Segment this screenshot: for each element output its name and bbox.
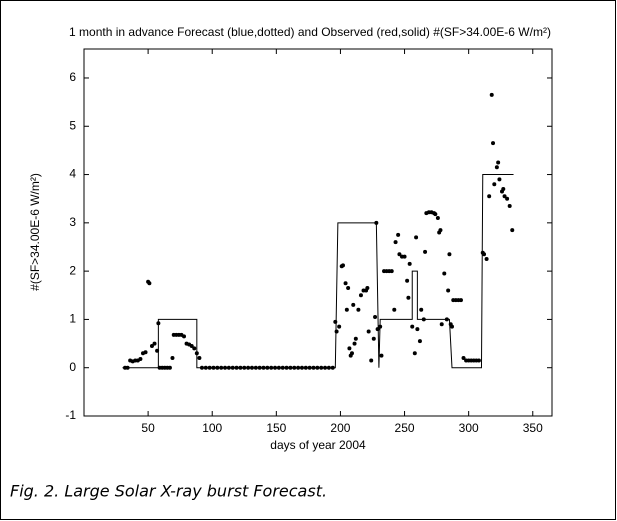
forecast-dot — [412, 351, 417, 356]
forecast-dot — [341, 263, 346, 268]
forecast-dot — [192, 346, 197, 351]
forecast-dot — [333, 319, 338, 324]
x-tick-label: 300 — [459, 421, 479, 435]
forecast-dot — [496, 160, 501, 165]
forecast-dot — [494, 165, 499, 170]
y-tick-label: 5 — [69, 118, 76, 132]
forecast-dot — [447, 252, 452, 257]
forecast-dot — [461, 356, 466, 361]
forecast-dot — [143, 350, 148, 355]
observed-line — [122, 174, 514, 369]
forecast-dot — [344, 307, 349, 312]
forecast-dot — [435, 216, 440, 221]
forecast-dot — [396, 232, 401, 237]
forecast-dot — [189, 343, 194, 348]
forecast-dot — [491, 141, 496, 146]
forecast-dot — [138, 357, 143, 362]
y-tick-label: 3 — [69, 215, 76, 229]
forecast-dot — [423, 249, 428, 254]
forecast-dot — [405, 278, 410, 283]
forecast-dot — [489, 92, 494, 97]
forecast-dot — [397, 252, 402, 257]
forecast-dot — [147, 281, 152, 286]
forecast-dot — [347, 346, 352, 351]
forecast-dot — [449, 324, 454, 329]
forecast-dot — [484, 257, 489, 262]
y-tick-label: 1 — [69, 312, 76, 326]
y-tick-label: 4 — [69, 167, 76, 181]
forecast-dot — [507, 203, 512, 208]
x-tick-label: 50 — [141, 421, 155, 435]
forecast-dot — [352, 341, 357, 346]
forecast-dot — [439, 322, 444, 327]
forecast-dot — [349, 351, 354, 356]
x-tick-label: 250 — [395, 421, 415, 435]
forecast-dot — [167, 365, 172, 370]
plot-frame — [83, 48, 553, 417]
forecast-dot — [392, 307, 397, 312]
forecast-dot — [492, 182, 497, 187]
forecast-dot — [366, 329, 371, 334]
forecast-dot — [502, 194, 507, 199]
x-tick-label: 200 — [330, 421, 350, 435]
forecast-dot — [149, 343, 154, 348]
forecast-dot — [410, 324, 415, 329]
y-tick-label: 6 — [69, 70, 76, 84]
forecast-dot — [419, 307, 424, 312]
forecast-dot — [373, 315, 378, 320]
forecast-dot — [415, 327, 420, 332]
forecast-dot — [414, 235, 419, 240]
forecast-dot — [501, 187, 506, 192]
x-tick-label: 150 — [266, 421, 286, 435]
forecast-dot — [389, 269, 394, 274]
forecast-dot — [505, 196, 510, 201]
chart-title: 1 month in advance Forecast (blue,dotted… — [69, 25, 551, 39]
forecast-dot — [346, 286, 351, 291]
forecast-dot — [337, 324, 342, 329]
forecast-dot — [402, 254, 407, 259]
forecast-dot — [446, 288, 451, 293]
forecast-dot — [406, 295, 411, 300]
forecast-dot — [438, 228, 443, 233]
forecast-dot — [476, 358, 481, 363]
forecast-dot — [358, 293, 363, 298]
forecast-dot — [170, 356, 175, 361]
forecast-dot — [356, 307, 361, 312]
forecast-dot — [152, 341, 157, 346]
forecast-dot — [334, 329, 339, 334]
y-tick-label: -1 — [65, 408, 76, 422]
forecast-dot — [182, 334, 187, 339]
forecast-dot — [417, 339, 422, 344]
forecast-dot — [497, 177, 502, 182]
x-axis-label: days of year 2004 — [270, 438, 366, 452]
forecast-dot — [369, 358, 374, 363]
forecast-dot — [442, 271, 447, 276]
y-tick-label: 2 — [69, 263, 76, 277]
forecast-dot — [393, 240, 398, 245]
forecast-dot — [482, 252, 487, 257]
forecast-dot — [407, 261, 412, 266]
forecast-dot — [510, 228, 515, 233]
x-tick-label: 100 — [202, 421, 222, 435]
forecast-dot — [197, 356, 202, 361]
forecast-dot — [343, 281, 348, 286]
forecast-dot — [353, 336, 358, 341]
caption: Fig. 2. Large Solar X-ray burst Forecast… — [10, 482, 327, 501]
forecast-dot — [365, 286, 370, 291]
forecast-dot — [433, 212, 438, 217]
forecast-dot — [371, 336, 376, 341]
forecast-dot — [351, 302, 356, 307]
y-tick-label: 0 — [69, 360, 76, 374]
forecast-dot — [487, 194, 492, 199]
forecast-dot — [379, 353, 384, 358]
x-tick-label: 350 — [523, 421, 543, 435]
forecast-dot — [458, 298, 463, 303]
y-axis-label: #(SF>34.00E-6 W/m²) — [28, 173, 42, 291]
